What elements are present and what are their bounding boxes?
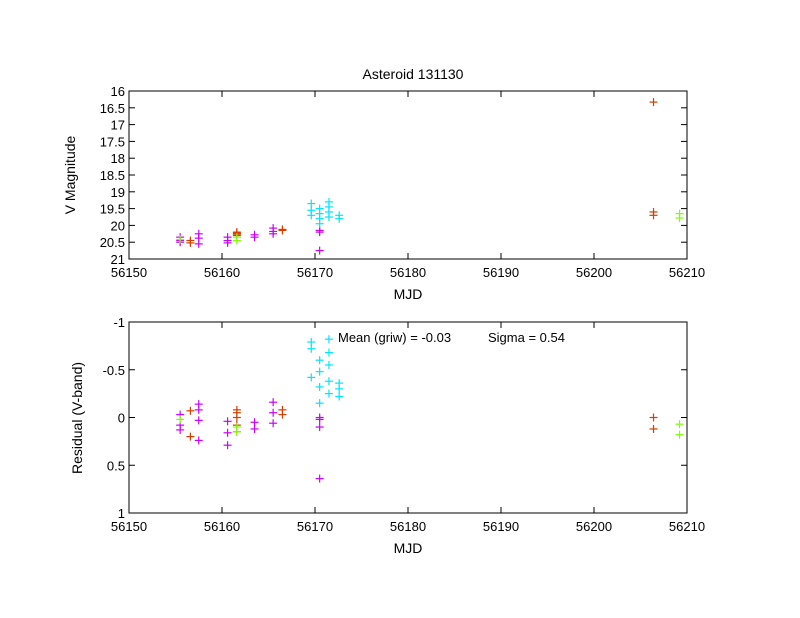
- data-point: [269, 408, 278, 417]
- y-axis-label: Residual (V-band): [69, 362, 85, 474]
- data-point: [278, 226, 287, 235]
- y-tick-label: -1: [113, 315, 125, 330]
- data-point: [186, 432, 195, 441]
- y-tick-label: -0.5: [103, 363, 125, 378]
- chart-title: Asteroid 131130: [363, 66, 464, 82]
- data-point: [194, 239, 203, 248]
- data-point: [315, 399, 324, 408]
- data-point: [315, 246, 324, 255]
- data-point: [176, 425, 185, 434]
- data-point: [324, 389, 333, 398]
- data-point: [315, 367, 324, 376]
- data-point: [269, 398, 278, 407]
- data-point: [315, 382, 324, 391]
- data-point: [675, 214, 684, 223]
- sigma-annotation: Sigma = 0.54: [488, 330, 565, 345]
- data-point: [324, 348, 333, 357]
- v-magnitude-plot: Asteroid 131130 56150 56160 56170 56180 5619…: [62, 66, 705, 302]
- data-point: [307, 373, 316, 382]
- data-point: [194, 405, 203, 414]
- y-tick-label: 20: [111, 218, 125, 233]
- data-point: [335, 384, 344, 393]
- data-point: [186, 238, 195, 247]
- data-point: [223, 428, 232, 437]
- data-point: [223, 417, 232, 426]
- data-point: [307, 344, 316, 353]
- data-point: [315, 423, 324, 432]
- data-point: [307, 199, 316, 208]
- x-tick-label: 56150: [111, 519, 147, 534]
- data-point: [223, 238, 232, 247]
- data-point: [278, 410, 287, 419]
- x-tick-label: 56160: [204, 519, 240, 534]
- x-axis-label: MJD: [394, 286, 423, 302]
- data-point: [335, 214, 344, 223]
- data-point: [223, 441, 232, 450]
- x-tick-label: 56180: [390, 519, 426, 534]
- data-point: [649, 211, 658, 220]
- data-point: [315, 474, 324, 483]
- data-point: [269, 419, 278, 428]
- data-point: [649, 413, 658, 422]
- x-tick-label: 56200: [576, 265, 612, 280]
- data-point: [324, 360, 333, 369]
- y-tick-label: 0.5: [107, 458, 125, 473]
- mean-annotation: Mean (griw) = -0.03: [338, 330, 451, 345]
- data-point: [232, 427, 241, 436]
- data-point: [250, 424, 259, 433]
- y-tick-label: 16: [111, 84, 125, 99]
- data-point: [315, 228, 324, 237]
- x-tick-label: 56210: [669, 265, 705, 280]
- y-tick-label: 1: [118, 506, 125, 521]
- plot-frame: [128, 90, 688, 260]
- data-point: [307, 338, 316, 347]
- data-point: [315, 219, 324, 228]
- y-tick-label: 16.5: [100, 101, 125, 116]
- data-point: [186, 406, 195, 415]
- data-point: [649, 424, 658, 433]
- x-tick-label: 56160: [204, 265, 240, 280]
- x-tick-label: 56150: [111, 265, 147, 280]
- data-point: [675, 420, 684, 429]
- x-tick-label: 56170: [297, 519, 333, 534]
- data-point: [324, 213, 333, 221]
- data-point: [315, 356, 324, 365]
- data-point: [324, 335, 333, 344]
- y-tick-label: 17: [111, 118, 125, 133]
- data-point: [315, 415, 324, 424]
- y-tick-label: 18: [111, 151, 125, 166]
- data-point: [232, 236, 241, 245]
- y-tick-label: 0: [118, 411, 125, 426]
- data-point: [269, 229, 278, 238]
- data-point: [335, 392, 344, 401]
- x-tick-label: 56200: [576, 519, 612, 534]
- data-point: [176, 235, 185, 244]
- residual-plot: 56150 56160 56170 56180 56190 56200 56210 -1 -0…: [69, 315, 705, 556]
- y-tick-label: 17.5: [100, 134, 125, 149]
- x-axis-label: MJD: [394, 540, 423, 556]
- data-point: [194, 416, 203, 425]
- x-tick-label: 56180: [390, 265, 426, 280]
- x-tick-label: 56170: [297, 265, 333, 280]
- y-tick-label: 18.5: [100, 168, 125, 183]
- data-point: [176, 415, 185, 424]
- y-tick-label: 20.5: [100, 235, 125, 250]
- y-tick-label: 19.5: [100, 202, 125, 217]
- data-point: [232, 413, 241, 422]
- y-tick-label: 21: [111, 252, 125, 267]
- data-point: [649, 98, 658, 107]
- y-axis-label: V Magnitude: [62, 135, 78, 214]
- x-tick-label: 56190: [483, 265, 519, 280]
- data-point: [194, 436, 203, 445]
- data-point: [675, 430, 684, 439]
- y-tick-label: 19: [111, 185, 125, 200]
- data-point: [250, 233, 259, 242]
- data-point: [324, 377, 333, 386]
- plot-frame: [128, 321, 688, 514]
- x-tick-label: 56210: [669, 519, 705, 534]
- data-point: [250, 418, 259, 427]
- data-point: [307, 211, 316, 220]
- x-tick-label: 56190: [483, 519, 519, 534]
